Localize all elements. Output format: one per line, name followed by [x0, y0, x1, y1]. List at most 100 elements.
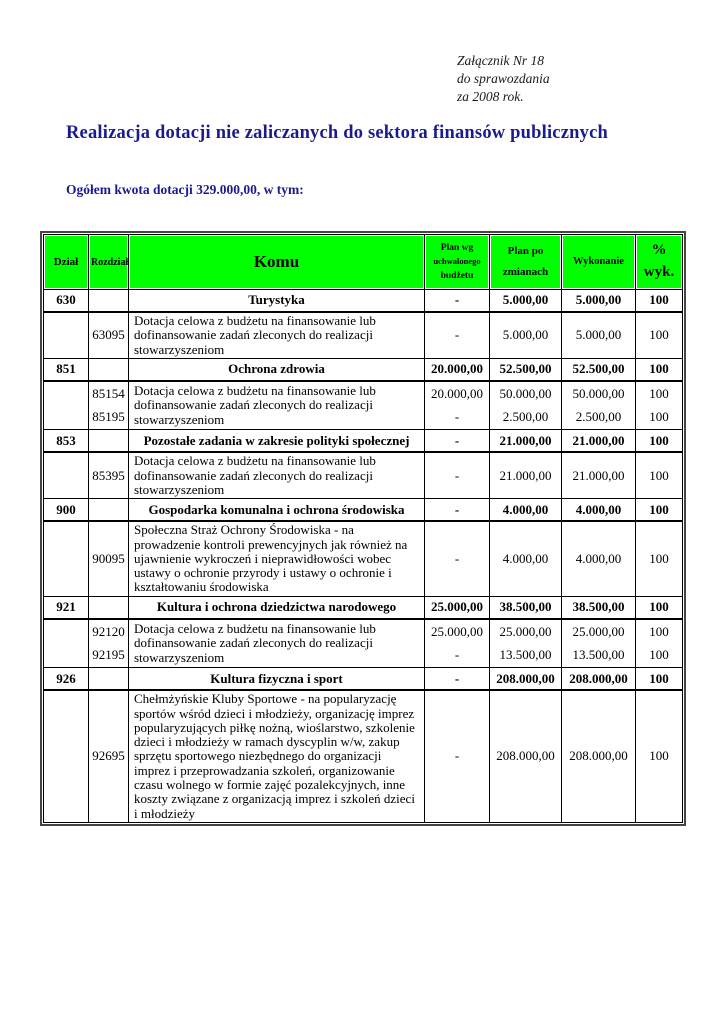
- cell-komu: Społeczna Straż Ochrony Środowiska - na …: [128, 520, 425, 597]
- table-header-row: Dział Rozdział Komu Plan wg uchwalonego …: [43, 234, 683, 290]
- cell-plan-wg: -: [424, 520, 490, 597]
- cell-plan-wg: -: [424, 289, 490, 313]
- cell-wyk: 100: [635, 289, 683, 313]
- document-subtitle: Ogółem kwota dotacji 329.000,00, w tym:: [66, 182, 304, 197]
- cell-komu: Dotacja celowa z budżetu na finansowanie…: [128, 380, 425, 431]
- col-header-plan-po: Plan po zmianach: [489, 234, 562, 290]
- col-header-dzial: Dział: [43, 234, 89, 290]
- cell-komu: Kultura i ochrona dziedzictwa narodowego: [128, 595, 425, 620]
- cell-dzial: 900: [43, 498, 89, 523]
- annex-line: za 2008 rok.: [457, 89, 524, 105]
- cell-plan-po: 38.500,00: [489, 595, 562, 620]
- col-header-rozdzial: Rozdział: [88, 234, 129, 290]
- cell-plan-wg: 25.000,00: [424, 595, 490, 620]
- table-row-section-630: 630 Turystyka - 5.000,00 5.000,00 100: [43, 289, 683, 313]
- table-row-section-900: 900 Gospodarka komunalna i ochrona środo…: [43, 498, 683, 523]
- cell-wykonanie: 21.000,00: [561, 429, 636, 454]
- grants-table: Dział Rozdział Komu Plan wg uchwalonego …: [40, 231, 686, 826]
- cell-dzial: 921: [43, 595, 89, 620]
- cell-plan-po: 208.000,00: [489, 689, 562, 823]
- cell-plan-po: 208.000,00: [489, 667, 562, 692]
- cell-dzial: 853: [43, 429, 89, 454]
- annex-line: do sprawozdania: [457, 71, 550, 87]
- annex-note: Załącznik Nr 18 do sprawozdania za 2008 …: [457, 52, 550, 106]
- col-header-wykonanie: Wykonanie: [561, 234, 636, 290]
- cell-plan-wg: -: [424, 311, 490, 359]
- cell-komu: Dotacja celowa z budżetu na finansowanie…: [128, 311, 425, 359]
- cell-komu: Chełmżyńskie Kluby Sportowe - na popular…: [128, 689, 425, 823]
- cell-dzial: [43, 520, 89, 597]
- table-row-detail-92120-92195: 92120 92195 Dotacja celowa z budżetu na …: [43, 618, 683, 669]
- cell-wyk: 100 100: [635, 618, 683, 669]
- table-row-section-926: 926 Kultura fizyczna i sport - 208.000,0…: [43, 667, 683, 692]
- cell-plan-po: 21.000,00: [489, 429, 562, 454]
- cell-wyk: 100: [635, 311, 683, 359]
- table-row-detail-85395: 85395 Dotacja celowa z budżetu na finans…: [43, 451, 683, 500]
- cell-wyk: 100: [635, 429, 683, 454]
- cell-rozdzial: 92695: [88, 689, 129, 823]
- cell-rozdzial: [88, 289, 129, 313]
- cell-rozdzial: [88, 667, 129, 692]
- cell-plan-wg: -: [424, 451, 490, 500]
- cell-rozdzial: [88, 357, 129, 382]
- annex-line: Załącznik Nr 18: [457, 53, 545, 68]
- cell-komu: Dotacja celowa z budżetu na finansowanie…: [128, 618, 425, 669]
- cell-rozdzial: [88, 498, 129, 523]
- table-row-detail-92695: 92695 Chełmżyńskie Kluby Sportowe - na p…: [43, 689, 683, 823]
- cell-wykonanie: 52.500,00: [561, 357, 636, 382]
- cell-komu: Kultura fizyczna i sport: [128, 667, 425, 692]
- cell-wyk: 100: [635, 451, 683, 500]
- cell-dzial: [43, 618, 89, 669]
- cell-rozdzial: [88, 429, 129, 454]
- cell-plan-po: 52.500,00: [489, 357, 562, 382]
- cell-komu: Pozostałe zadania w zakresie polityki sp…: [128, 429, 425, 454]
- cell-plan-po: 5.000,00: [489, 311, 562, 359]
- table-row-detail-63095: 63095 Dotacja celowa z budżetu na finans…: [43, 311, 683, 359]
- cell-komu: Gospodarka komunalna i ochrona środowisk…: [128, 498, 425, 523]
- cell-komu: Dotacja celowa z budżetu na finansowanie…: [128, 451, 425, 500]
- cell-wykonanie: 208.000,00: [561, 667, 636, 692]
- cell-wykonanie: 4.000,00: [561, 498, 636, 523]
- cell-dzial: 926: [43, 667, 89, 692]
- cell-wyk: 100: [635, 667, 683, 692]
- cell-dzial: [43, 311, 89, 359]
- cell-dzial: [43, 380, 89, 431]
- cell-rozdzial: 85395: [88, 451, 129, 500]
- cell-wykonanie: 208.000,00: [561, 689, 636, 823]
- cell-wyk: 100 100: [635, 380, 683, 431]
- cell-plan-po: 25.000,00 13.500,00: [489, 618, 562, 669]
- cell-rozdzial: [88, 595, 129, 620]
- cell-dzial: [43, 451, 89, 500]
- cell-dzial: 851: [43, 357, 89, 382]
- cell-wyk: 100: [635, 357, 683, 382]
- table-row-section-853: 853 Pozostałe zadania w zakresie polityk…: [43, 429, 683, 454]
- cell-plan-po: 4.000,00: [489, 498, 562, 523]
- cell-plan-po: 21.000,00: [489, 451, 562, 500]
- cell-plan-wg: -: [424, 498, 490, 523]
- document-title: Realizacja dotacji nie zaliczanych do se…: [66, 123, 608, 143]
- cell-plan-wg: 20.000,00: [424, 357, 490, 382]
- table-row-section-851: 851 Ochrona zdrowia 20.000,00 52.500,00 …: [43, 357, 683, 382]
- cell-plan-wg: 20.000,00 -: [424, 380, 490, 431]
- cell-dzial: [43, 689, 89, 823]
- cell-plan-po: 50.000,00 2.500,00: [489, 380, 562, 431]
- cell-wykonanie: 4.000,00: [561, 520, 636, 597]
- cell-wykonanie: 38.500,00: [561, 595, 636, 620]
- cell-rozdzial: 85154 85195: [88, 380, 129, 431]
- cell-wykonanie: 5.000,00: [561, 311, 636, 359]
- table-row-section-921: 921 Kultura i ochrona dziedzictwa narodo…: [43, 595, 683, 620]
- cell-komu: Turystyka: [128, 289, 425, 313]
- cell-wyk: 100: [635, 498, 683, 523]
- col-header-plan-wg: Plan wg uchwalonego budżetu: [424, 234, 490, 290]
- cell-plan-po: 4.000,00: [489, 520, 562, 597]
- cell-wykonanie: 5.000,00: [561, 289, 636, 313]
- cell-wyk: 100: [635, 595, 683, 620]
- table-row-detail-85154-85195: 85154 85195 Dotacja celowa z budżetu na …: [43, 380, 683, 431]
- cell-wyk: 100: [635, 689, 683, 823]
- cell-rozdzial: 90095: [88, 520, 129, 597]
- cell-plan-wg: -: [424, 429, 490, 454]
- cell-wykonanie: 25.000,00 13.500,00: [561, 618, 636, 669]
- cell-rozdzial: 63095: [88, 311, 129, 359]
- cell-plan-wg: -: [424, 689, 490, 823]
- cell-plan-po: 5.000,00: [489, 289, 562, 313]
